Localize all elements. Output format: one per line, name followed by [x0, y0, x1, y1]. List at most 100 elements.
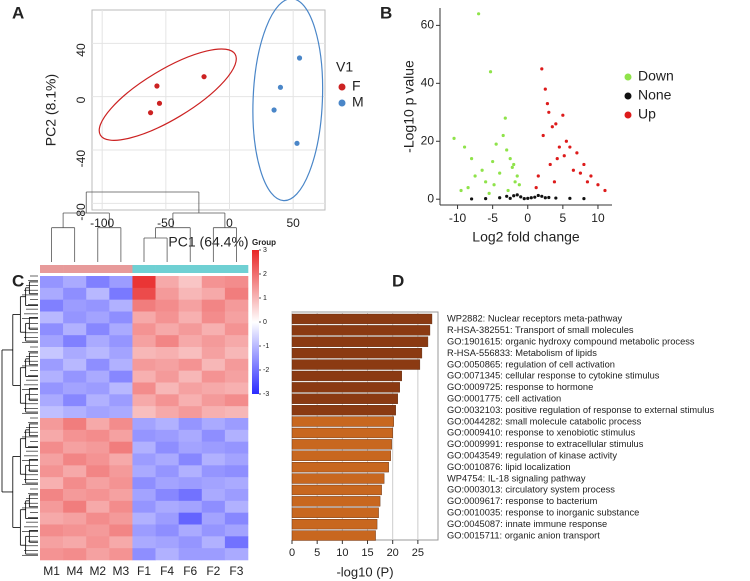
- heatmap-cell: [224, 536, 249, 549]
- heatmap-cell: [109, 524, 133, 537]
- heatmap-cell: [155, 548, 179, 561]
- group-bar: [178, 265, 203, 273]
- heatmap-cell: [178, 299, 203, 312]
- heatmap-cell: [63, 429, 87, 442]
- column-label: F2: [206, 564, 220, 578]
- heatmap-cell: [40, 382, 64, 395]
- category-label: GO:0003013: circulatory system process: [447, 485, 615, 495]
- heatmap-cell: [132, 429, 156, 442]
- heatmap-cell: [86, 453, 110, 466]
- point: [548, 162, 552, 167]
- legend-marker: [338, 99, 346, 107]
- point: [603, 188, 607, 193]
- x-tick-label: 15: [361, 547, 373, 559]
- heatmap-cell: [63, 394, 87, 407]
- heatmap-cell: [109, 418, 133, 431]
- point: [506, 188, 510, 193]
- heatmap-cell: [178, 323, 203, 336]
- heatmap-cell: [40, 299, 64, 312]
- heatmap-cell: [224, 299, 249, 312]
- heatmap-cell: [155, 453, 179, 466]
- heatmap-cell: [178, 276, 203, 289]
- heatmap-cell: [40, 465, 64, 478]
- heatmap-cell: [86, 418, 110, 431]
- heatmap-cell: [40, 347, 64, 360]
- x-tick-label: -50: [157, 216, 175, 230]
- heatmap-cell: [132, 347, 156, 360]
- heatmap-cell: [132, 358, 156, 371]
- heatmap-cell: [201, 453, 226, 466]
- heatmap-cell: [224, 358, 249, 371]
- heatmap-cell: [155, 441, 179, 454]
- color-tick-label: -2: [263, 367, 269, 374]
- heatmap-cell: [178, 536, 203, 549]
- heatmap-cell: [201, 429, 226, 442]
- heatmap-cell: [155, 323, 179, 336]
- heatmap-cell: [109, 441, 133, 454]
- point: [510, 165, 514, 169]
- point: [488, 70, 493, 74]
- heatmap-cell: [132, 370, 156, 383]
- heatmap-cell: [178, 489, 203, 502]
- heatmap-cell: [86, 500, 110, 513]
- group-bar: [155, 265, 179, 273]
- heatmap-cell: [109, 358, 133, 371]
- heatmap-cell: [155, 311, 179, 324]
- heatmap-cell: [155, 536, 179, 549]
- heatmap-cell: [178, 358, 203, 371]
- heatmap-cell: [109, 500, 133, 513]
- heatmap-cell: [40, 536, 64, 549]
- heatmap-cell: [201, 394, 226, 407]
- point: [526, 196, 530, 200]
- point: [505, 148, 509, 152]
- point: [156, 100, 163, 106]
- heatmap-cell: [132, 489, 156, 502]
- x-tick-label: -5: [487, 211, 498, 225]
- heatmap-cell: [178, 477, 203, 490]
- point: [540, 67, 544, 71]
- group-bar: [63, 265, 87, 273]
- x-axis-label: Log2 fold change: [472, 229, 580, 245]
- y-tick-label: 60: [421, 18, 435, 32]
- heatmap-cell: [109, 347, 133, 360]
- heatmap-cell: [86, 465, 110, 478]
- panel-label: D: [392, 271, 404, 290]
- point: [536, 174, 540, 178]
- heatmap-cell: [63, 299, 87, 312]
- heatmap-cell: [224, 370, 249, 383]
- heatmap-cell: [155, 465, 179, 478]
- point: [294, 140, 300, 146]
- heatmap-cell: [155, 276, 179, 289]
- y-tick-label: -40: [74, 150, 88, 168]
- heatmap-cell: [224, 548, 249, 561]
- heatmap-cell: [63, 335, 87, 348]
- bar: [291, 382, 400, 393]
- heatmap-cell: [86, 441, 110, 454]
- point: [552, 180, 557, 184]
- x-tick-label: 10: [336, 547, 348, 559]
- heatmap-cell: [63, 323, 87, 336]
- heatmap-cell: [178, 335, 203, 348]
- heatmap-cell: [109, 489, 133, 502]
- point: [473, 174, 477, 178]
- heatmap-cell: [224, 453, 249, 466]
- heatmap-cell: [40, 394, 64, 407]
- heatmap-cell: [109, 382, 133, 395]
- point: [536, 193, 540, 198]
- group-bar: [201, 265, 226, 273]
- x-axis-label: -log10 (P): [336, 564, 393, 579]
- point: [492, 183, 496, 187]
- point: [557, 145, 561, 149]
- heatmap-cell: [132, 418, 156, 431]
- heatmap-cell: [86, 311, 110, 324]
- point: [503, 116, 507, 120]
- color-tick-label: 1: [263, 295, 267, 302]
- heatmap-cell: [86, 358, 110, 371]
- heatmap-cell: [178, 406, 203, 419]
- category-label: GO:0009410: response to xenobiotic stimu…: [447, 428, 635, 438]
- y-axis-label: -Log10 p value: [401, 60, 417, 153]
- heatmap-cell: [40, 429, 64, 442]
- heatmap-cell: [155, 299, 179, 312]
- category-label: R-HSA-556833: Metabolism of lipids: [447, 348, 597, 358]
- point: [513, 180, 517, 184]
